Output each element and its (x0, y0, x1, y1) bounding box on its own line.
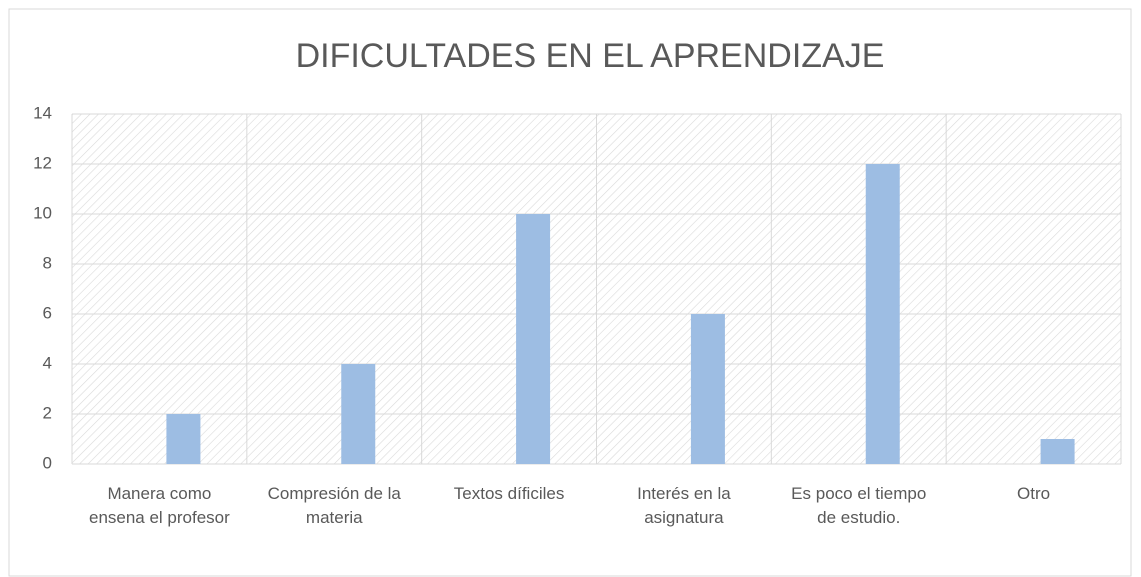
x-tick-label: Compresión de la materia (267, 484, 401, 527)
bar (341, 364, 376, 464)
x-tick-label: Es poco el tiempo de estudio. (791, 484, 927, 527)
x-tick-label: Textos díficiles (453, 484, 565, 503)
y-tick-label: 4 (43, 353, 52, 372)
bar (865, 164, 900, 464)
y-tick-label: 12 (33, 153, 52, 172)
y-tick-label: 0 (43, 453, 52, 472)
y-tick-label: 2 (43, 403, 52, 422)
y-tick-label: 6 (43, 303, 52, 322)
x-tick-label: Interés en la asignatura (637, 484, 731, 527)
bar (516, 214, 551, 464)
x-tick-label: Manera como ensena el profesor (88, 484, 230, 527)
bar (690, 314, 725, 464)
y-tick-label: 14 (33, 103, 52, 122)
x-tick-label: Otro (1017, 484, 1051, 503)
bar (166, 414, 201, 464)
y-tick-label: 10 (33, 203, 52, 222)
y-tick-label: 8 (43, 253, 52, 272)
bar (1040, 439, 1075, 464)
chart-title: DIFICULTADES EN EL APRENDIZAJE (296, 37, 885, 75)
